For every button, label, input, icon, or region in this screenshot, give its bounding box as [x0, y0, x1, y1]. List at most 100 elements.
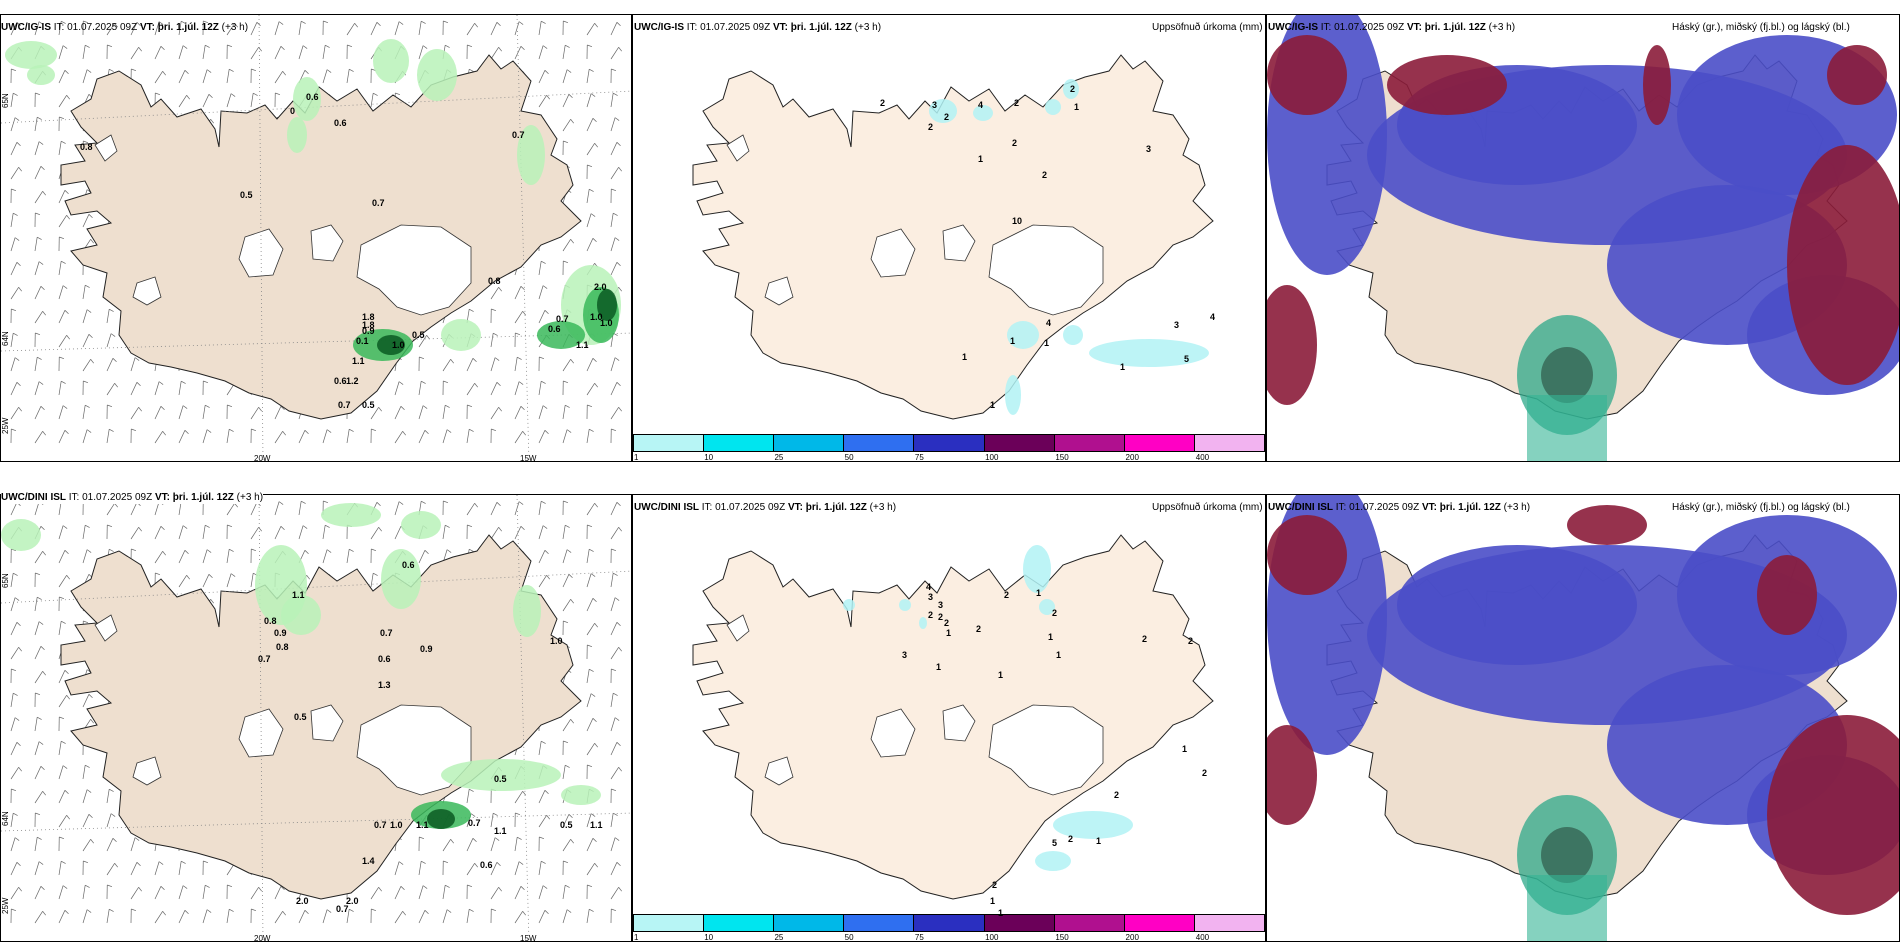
precip-amount-label: 2 [1052, 608, 1058, 618]
colorbar-tick-label: 25 [774, 453, 784, 462]
wind-precip-label: 1.3 [378, 680, 391, 690]
glacier [726, 134, 750, 162]
precip-area [321, 503, 381, 527]
wind-precip-label: 0.6 [548, 324, 561, 334]
precip-amount-label: 2 [1068, 834, 1074, 844]
model-name: UWC/DINI ISL [1, 492, 66, 503]
lon-label-25w-top: 25W [1, 417, 10, 434]
lon-label-15w-bottom: 15W [520, 934, 537, 943]
precip-area [597, 289, 617, 321]
glacier [764, 756, 794, 786]
precip-area [441, 319, 481, 351]
it-value: 01.07.2025 09Z [1349, 502, 1420, 513]
wind-precip-label: 0.5 [494, 774, 507, 784]
glacier [356, 224, 472, 316]
wind-precip-label: 0.6 [334, 118, 347, 128]
glacier [988, 704, 1104, 796]
precip-amount-label: 1 [1036, 588, 1042, 598]
precip-amount-label: 2 [928, 610, 934, 620]
wind-precip-label: 1.0 [390, 820, 403, 830]
wind-precip-label: 0.5 [412, 330, 425, 340]
wind-precip-label: 0.7 [380, 628, 393, 638]
it-value: 01.07.2025 09Z [1334, 22, 1405, 33]
it-value: 01.07.2025 09Z [67, 22, 138, 33]
panel-cloud-bottom [1266, 494, 1900, 942]
wind-precip-label: 2.0 [346, 896, 359, 906]
precip-area [1005, 375, 1021, 415]
precip-amount-label: 1 [1120, 362, 1126, 372]
precip-amount-label: 2 [944, 618, 950, 628]
precip-area [373, 39, 409, 83]
precip-amount-label: 3 [932, 100, 938, 110]
colorbar-segment [984, 435, 1055, 451]
glacier [94, 134, 118, 162]
iceland-landmass [60, 534, 582, 900]
glacier [94, 614, 118, 642]
precip-title-top: Uppsöfnuð úrkoma (mm) [1152, 22, 1263, 33]
lead-time: (+3 h) [1503, 502, 1531, 513]
it-value: 01.07.2025 09Z [715, 502, 786, 513]
precip-amount-label: 2 [1014, 98, 1020, 108]
colorbar-bottom [633, 914, 1265, 932]
vt-value: þri. 1.júl. 12Z [805, 502, 867, 513]
vt-label: VT: [787, 502, 803, 513]
colorbar-segment [844, 915, 915, 931]
precip-area [1023, 545, 1051, 593]
wind-precip-label: 1.0 [550, 636, 563, 646]
precip-area [427, 809, 455, 829]
precip-area [919, 617, 927, 629]
glacier [238, 708, 284, 758]
lead-time: (+3 h) [236, 492, 264, 503]
panel-cloud-top [1266, 14, 1900, 462]
wind-precip-label: 2.0 [296, 896, 309, 906]
wind-precip-label: 0.6 [306, 92, 319, 102]
colorbar-tick-label: 100 [985, 453, 999, 462]
vt-label: VT: [772, 22, 788, 33]
glacier [988, 224, 1104, 316]
colorbar-segment [1054, 435, 1125, 451]
wind-precip-label: 1.1 [576, 340, 589, 350]
glacier [870, 708, 916, 758]
wind-precip-label: 1.0 [600, 318, 613, 328]
colorbar-segment [984, 915, 1055, 931]
lon-label-25w-bottom: 25W [1, 897, 10, 914]
precip-amount-label: 4 [926, 582, 932, 592]
wind-precip-label: 0.7 [556, 314, 569, 324]
map-wind-top [1, 15, 631, 461]
glacier [870, 228, 916, 278]
precip-amount-label: 2 [1012, 138, 1018, 148]
graticule [1, 495, 631, 941]
wind-precip-label: 1.1 [416, 820, 429, 830]
cloud-title-bottom: Háský (gr.), miðský (fj.bl.) og lágský (… [1672, 502, 1850, 513]
lat-label-65n-bottom: 65N [1, 573, 10, 588]
precip-amount-label: 10 [1012, 216, 1023, 226]
it-label: IT: [53, 22, 65, 33]
wind-precip-label: 0.8 [264, 616, 277, 626]
precip-amount-label: 1 [998, 670, 1004, 680]
precip-area [843, 599, 855, 611]
wind-precip-label: 0.5 [362, 400, 375, 410]
panel-title-precip-top: UWC/IG-IS IT: 01.07.2025 09Z VT: þri. 1.… [634, 22, 881, 34]
colorbar-segment [704, 435, 775, 451]
glacier [132, 276, 162, 306]
colorbar-tick-label: 200 [1125, 453, 1139, 462]
it-value: 01.07.2025 09Z [82, 492, 153, 503]
wind-precip-label: 2.0 [594, 282, 607, 292]
colorbar-tick-label: 1 [634, 933, 639, 942]
wind-precip-label: 1.8 [362, 320, 375, 330]
wind-precip-label: 0.7 [468, 818, 481, 828]
precip-amount-label: 1 [946, 628, 952, 638]
model-name: UWC/DINI ISL [634, 502, 699, 513]
precip-amount-label: 5 [1184, 354, 1190, 364]
precip-area [1063, 325, 1083, 345]
precip-amount-label: 1 [1096, 836, 1102, 846]
glacier [310, 224, 344, 262]
colorbar-tick-label: 100 [985, 933, 999, 942]
lead-time: (+3 h) [854, 22, 882, 33]
colorbar-segment [1054, 915, 1125, 931]
wind-precip-label: 0.7 [512, 130, 525, 140]
precip-amount-label: 4 [978, 100, 984, 110]
glacier [132, 756, 162, 786]
precip-area [1035, 851, 1071, 871]
glacier [764, 276, 794, 306]
